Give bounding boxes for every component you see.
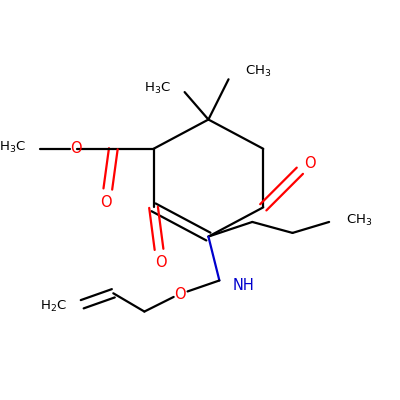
Text: CH$_3$: CH$_3$: [245, 64, 272, 79]
Text: O: O: [70, 140, 82, 156]
Text: H$_2$C: H$_2$C: [40, 298, 67, 314]
Text: O: O: [155, 255, 167, 270]
Text: NH: NH: [232, 278, 254, 294]
Text: O: O: [304, 156, 316, 171]
Text: H$_3$C: H$_3$C: [0, 140, 26, 154]
Text: O: O: [100, 196, 112, 210]
Text: O: O: [174, 286, 186, 302]
Text: CH$_3$: CH$_3$: [346, 212, 372, 228]
Text: H$_3$C: H$_3$C: [144, 81, 171, 96]
